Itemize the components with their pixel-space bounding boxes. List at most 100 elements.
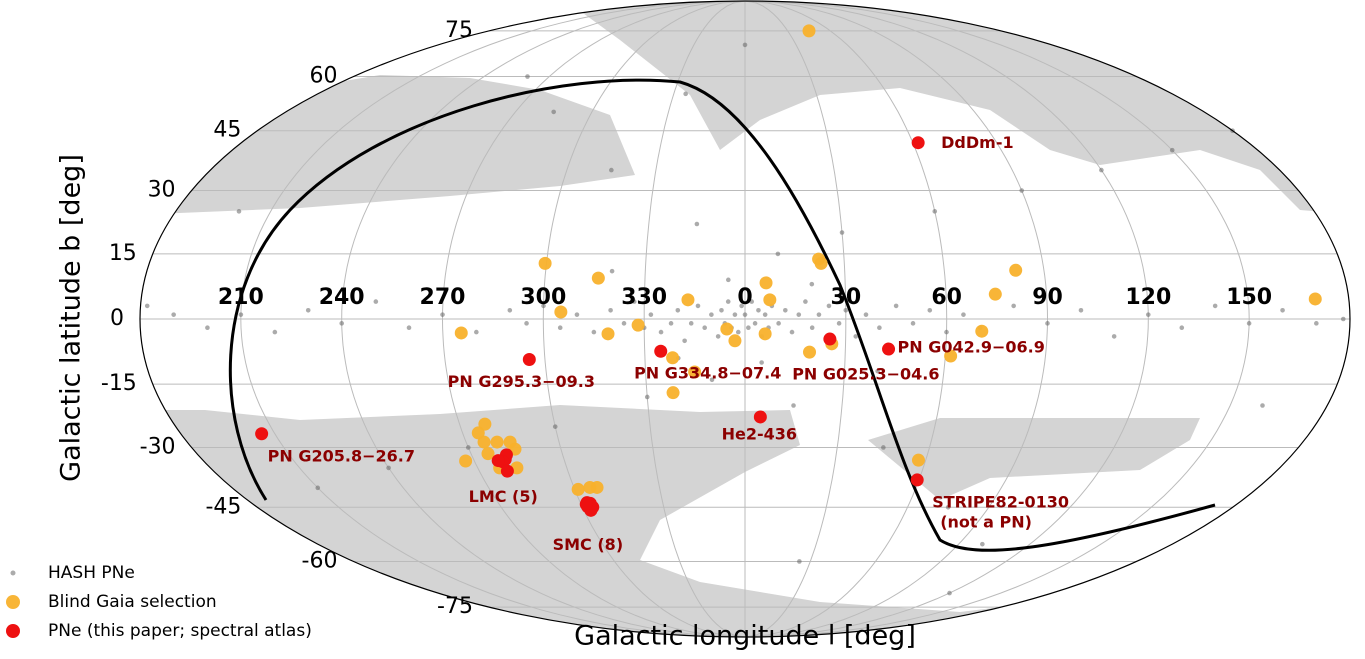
catalog-point (1099, 167, 1104, 173)
x-tick-label: 90 (1032, 285, 1063, 310)
catalog-point (694, 221, 700, 227)
data-point (753, 410, 767, 424)
y-tick-label: -75 (437, 594, 473, 619)
legend-marker (6, 624, 20, 638)
grid-line (542, 1, 746, 637)
catalog-point (315, 485, 321, 491)
catalog-point (683, 91, 688, 97)
catalog-point (791, 403, 796, 408)
catalog-point (609, 268, 615, 274)
y-tick-label: 30 (148, 178, 176, 203)
x-tick-label: 120 (1125, 285, 1171, 310)
catalog-point (474, 329, 479, 335)
catalog-point (709, 312, 714, 317)
catalog-point (735, 329, 741, 335)
annotation: PN G205.8−26.7 (268, 446, 415, 465)
catalog-point (465, 445, 471, 450)
footprint-boundary (228, 78, 1216, 552)
catalog-point (853, 334, 859, 339)
catalog-point (1078, 307, 1084, 313)
grid-line (341, 1, 746, 637)
catalog-point (932, 209, 938, 214)
catalog-point (715, 334, 721, 339)
catalog-point (552, 424, 558, 429)
data-point (975, 324, 989, 338)
y-tick-label: 0 (110, 306, 124, 331)
catalog-point (756, 307, 761, 313)
catalog-point (1260, 403, 1265, 408)
data-point (654, 344, 668, 358)
catalog-point (927, 307, 933, 313)
catalog-point (759, 360, 764, 365)
catalog-point (809, 281, 815, 287)
x-tick-label: 330 (621, 285, 667, 310)
catalog-point (386, 465, 391, 471)
catalog-point (591, 329, 597, 335)
data-point (823, 332, 837, 346)
catalog-point (668, 321, 674, 326)
catalog-point (1212, 303, 1218, 309)
data-point (910, 473, 924, 487)
catalog-point (171, 312, 176, 317)
x-tick-label: 30 (831, 285, 862, 310)
catalog-point (682, 338, 687, 344)
annotation: PN G334.8−07.4 (634, 364, 781, 383)
catalog-point (1011, 303, 1016, 309)
catalog-point (877, 325, 882, 331)
data-point (554, 305, 568, 319)
catalog-point (1280, 307, 1285, 313)
data-point (454, 326, 468, 340)
x-tick-label: 300 (520, 285, 566, 310)
catalog-point (1045, 321, 1050, 326)
data-point (538, 256, 552, 270)
data-point (758, 327, 772, 341)
catalog-point (1314, 321, 1319, 326)
catalog-point (609, 167, 614, 173)
data-point (681, 293, 695, 307)
data-point (481, 447, 495, 461)
catalog-point (739, 303, 744, 309)
catalog-point (789, 329, 795, 335)
data-point (500, 464, 514, 478)
annotation: PN G295.3−09.3 (448, 372, 595, 391)
data-point (666, 351, 680, 365)
annotation: LMC (5) (469, 487, 538, 506)
catalog-point (339, 321, 345, 326)
x-tick-label: 270 (420, 285, 466, 310)
catalog-point (238, 312, 244, 317)
data-point (477, 435, 491, 449)
catalog-point (658, 329, 664, 335)
annotation: SMC (8) (553, 535, 624, 554)
annotation: PN G042.9−06.9 (898, 338, 1045, 357)
y-tick-label: 60 (309, 64, 337, 89)
data-point (1308, 292, 1322, 306)
legend: HASH PNe Blind Gaia selection PNe (this pa… (6, 563, 312, 641)
legend-label: Blind Gaia selection (48, 592, 217, 612)
catalog-point (406, 325, 412, 331)
grid-line (643, 1, 746, 637)
y-tick-label: 75 (445, 18, 473, 43)
catalog-point (648, 312, 654, 317)
data-point (911, 453, 925, 467)
data-point (666, 386, 680, 400)
legend-marker (6, 595, 20, 609)
grid (140, 1, 1350, 637)
labels: 210 240 270 300 330 0 30 60 90 120 150 DdDm-1 PN G29… (218, 133, 1272, 554)
catalog-point (695, 303, 701, 309)
catalog-point (881, 445, 886, 450)
data-point (590, 480, 604, 494)
catalog-point (742, 312, 748, 317)
footprint (868, 418, 1200, 500)
grid-line (744, 1, 1149, 637)
y-tick-label: 15 (109, 241, 137, 266)
data-point (882, 342, 896, 356)
y-tick-label: -45 (205, 494, 241, 519)
catalog-point (749, 299, 755, 304)
catalog-point (557, 325, 563, 331)
data-point (579, 497, 593, 511)
catalog-point (709, 377, 715, 383)
catalog-point (236, 209, 242, 214)
y-tick-label: 45 (213, 118, 241, 143)
catalog-point (944, 329, 949, 335)
catalog-point (893, 303, 899, 309)
